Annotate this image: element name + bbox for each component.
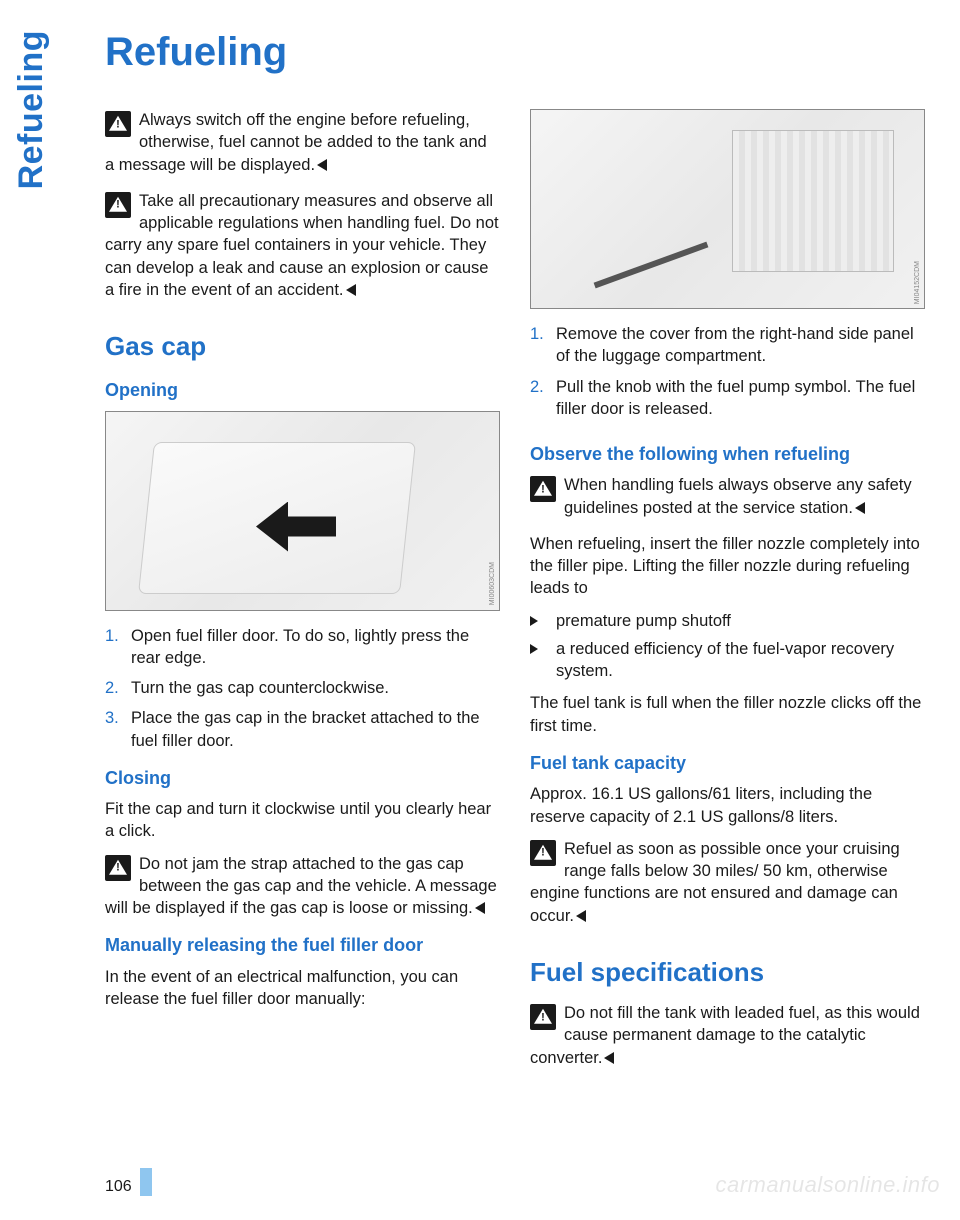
list-item: 1.Open fuel filler door. To do so, light… bbox=[105, 625, 500, 670]
warning-text: Do not jam the strap attached to the gas… bbox=[105, 855, 497, 918]
left-column: Always switch off the engine before refu… bbox=[105, 109, 500, 1083]
section-tab-marker bbox=[140, 1168, 152, 1196]
warning-icon bbox=[530, 840, 556, 866]
end-mark-icon bbox=[855, 502, 865, 514]
figure-fuel-door: MI00603CDM bbox=[105, 411, 500, 611]
bullet-text: premature pump shutoff bbox=[556, 610, 731, 632]
subsection-closing: Closing bbox=[105, 766, 500, 790]
page-content: Refueling Always switch off the engine b… bbox=[105, 30, 925, 1083]
warning-cap-strap: Do not jam the strap attached to the gas… bbox=[105, 853, 500, 920]
tool-icon bbox=[594, 242, 709, 289]
side-tab-label: Refueling bbox=[12, 30, 51, 189]
end-mark-icon bbox=[317, 159, 327, 171]
observe-conclusion: The fuel tank is full when the filler no… bbox=[530, 692, 925, 737]
manual-release-intro: In the event of an electrical malfunctio… bbox=[105, 966, 500, 1011]
closing-instruction: Fit the cap and turn it clockwise until … bbox=[105, 798, 500, 843]
warning-icon bbox=[105, 111, 131, 137]
warning-refuel-soon: Refuel as soon as possible once your cru… bbox=[530, 838, 925, 927]
arrow-icon bbox=[256, 502, 336, 552]
warning-precautions: Take all precautionary measures and obse… bbox=[105, 190, 500, 301]
bullet-text: a reduced efficiency of the fuel-vapor r… bbox=[556, 638, 925, 683]
chevron-icon bbox=[530, 638, 556, 683]
end-mark-icon bbox=[475, 902, 485, 914]
section-gas-cap: Gas cap bbox=[105, 329, 500, 364]
step-number: 1. bbox=[105, 625, 131, 670]
list-item: 3.Place the gas cap in the bracket attac… bbox=[105, 707, 500, 752]
watermark-text: carmanualsonline.info bbox=[715, 1172, 940, 1198]
chevron-icon bbox=[530, 610, 556, 632]
subsection-observe-refueling: Observe the following when refueling bbox=[530, 442, 925, 466]
end-mark-icon bbox=[576, 910, 586, 922]
right-column: MI04152CDM 1.Remove the cover from the r… bbox=[530, 109, 925, 1083]
two-column-layout: Always switch off the engine before refu… bbox=[105, 109, 925, 1083]
observe-intro: When refueling, insert the filler nozzle… bbox=[530, 533, 925, 600]
warning-leaded-fuel: Do not fill the tank with leaded fuel, a… bbox=[530, 1002, 925, 1069]
page-footer: 106 bbox=[105, 1168, 152, 1196]
step-text: Open fuel filler door. To do so, lightly… bbox=[131, 625, 500, 670]
step-number: 3. bbox=[105, 707, 131, 752]
warning-icon bbox=[105, 855, 131, 881]
step-number: 1. bbox=[530, 323, 556, 368]
warning-safety-guidelines: When handling fuels always observe any s… bbox=[530, 474, 925, 519]
warning-engine-off: Always switch off the engine before refu… bbox=[105, 109, 500, 176]
warning-text: Do not fill the tank with leaded fuel, a… bbox=[530, 1004, 920, 1067]
subsection-manual-release: Manually releasing the fuel filler door bbox=[105, 933, 500, 957]
warning-icon bbox=[530, 476, 556, 502]
page-title: Refueling bbox=[105, 30, 925, 75]
figure-code: MI04152CDM bbox=[913, 261, 922, 304]
step-text: Pull the knob with the fuel pump symbol.… bbox=[556, 376, 925, 421]
end-mark-icon bbox=[346, 284, 356, 296]
subsection-fuel-capacity: Fuel tank capacity bbox=[530, 751, 925, 775]
step-number: 2. bbox=[530, 376, 556, 421]
observe-bullet-list: premature pump shutoff a reduced efficie… bbox=[530, 610, 925, 683]
warning-icon bbox=[105, 192, 131, 218]
list-item: 2.Pull the knob with the fuel pump symbo… bbox=[530, 376, 925, 421]
step-number: 2. bbox=[105, 677, 131, 699]
end-mark-icon bbox=[604, 1052, 614, 1064]
warning-text: Take all precautionary measures and obse… bbox=[105, 192, 499, 299]
step-text: Remove the cover from the right-hand sid… bbox=[556, 323, 925, 368]
subsection-opening: Opening bbox=[105, 378, 500, 402]
manual-release-steps-list: 1.Remove the cover from the right-hand s… bbox=[530, 323, 925, 420]
list-item: 1.Remove the cover from the right-hand s… bbox=[530, 323, 925, 368]
capacity-body: Approx. 16.1 US gallons/61 liters, inclu… bbox=[530, 783, 925, 828]
list-item: premature pump shutoff bbox=[530, 610, 925, 632]
list-item: 2.Turn the gas cap counterclockwise. bbox=[105, 677, 500, 699]
figure-luggage-panel: MI04152CDM bbox=[530, 109, 925, 309]
section-fuel-specifications: Fuel specifications bbox=[530, 955, 925, 990]
step-text: Turn the gas cap counterclockwise. bbox=[131, 677, 389, 699]
list-item: a reduced efficiency of the fuel-vapor r… bbox=[530, 638, 925, 683]
figure-code: MI00603CDM bbox=[488, 562, 497, 605]
step-text: Place the gas cap in the bracket attache… bbox=[131, 707, 500, 752]
warning-icon bbox=[530, 1004, 556, 1030]
opening-steps-list: 1.Open fuel filler door. To do so, light… bbox=[105, 625, 500, 752]
warning-text: Always switch off the engine before refu… bbox=[105, 111, 487, 174]
page-number: 106 bbox=[105, 1178, 132, 1196]
